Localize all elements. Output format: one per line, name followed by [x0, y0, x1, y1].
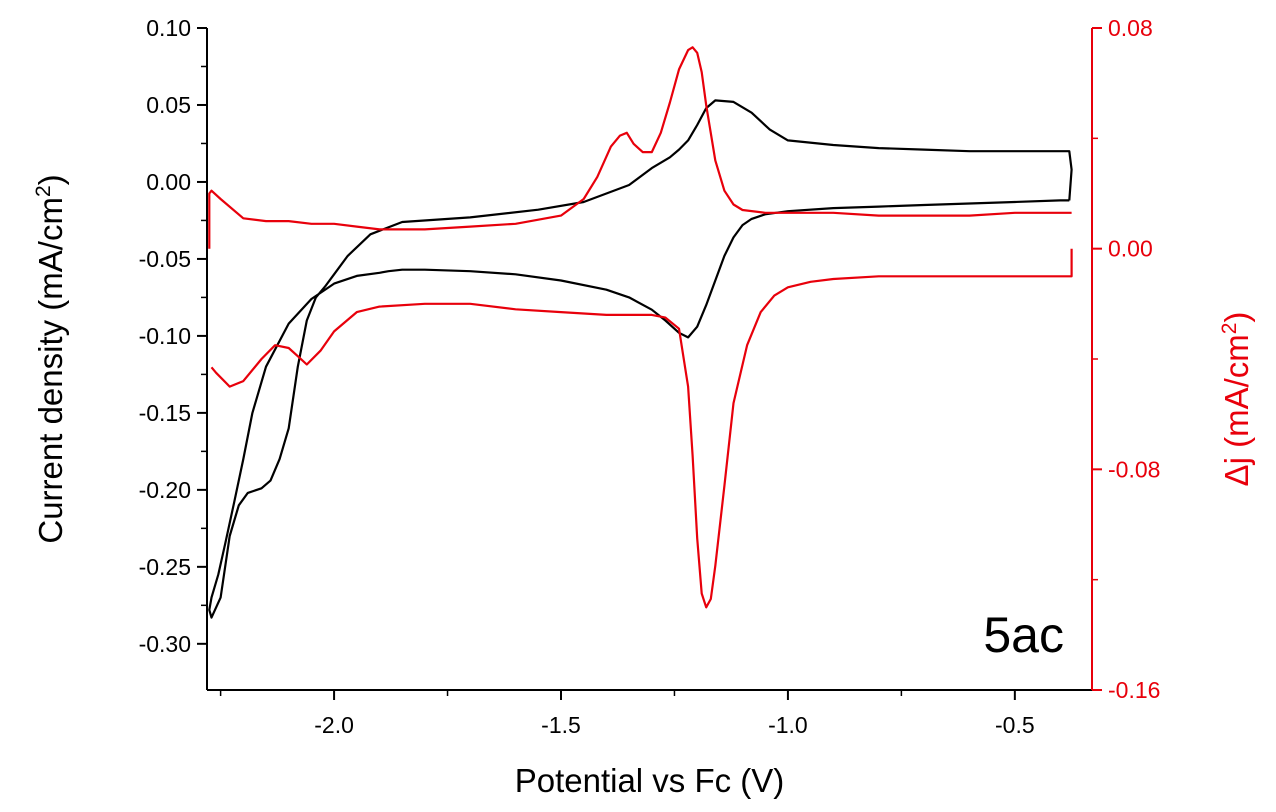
- x-tick-label: -1.5: [541, 712, 581, 738]
- y-axis-right-title: Δj (mA/cm2): [1218, 312, 1255, 487]
- axes: [197, 27, 1102, 700]
- plot-area: [208, 46, 1073, 619]
- x-tick-label: -2.0: [314, 712, 354, 738]
- sample-annotation: 5ac: [983, 607, 1064, 663]
- y-left-tick-label: -0.05: [139, 246, 191, 272]
- y-right-tick-label: -0.08: [1108, 456, 1160, 482]
- y-left-tick-label: -0.10: [139, 323, 191, 349]
- y-right-tick-label: 0.08: [1108, 15, 1153, 41]
- y-right-tick-label: -0.16: [1108, 677, 1160, 703]
- y-left-tick-label: -0.30: [139, 631, 191, 657]
- x-tick-label: -0.5: [995, 712, 1035, 738]
- y-left-tick-label: 0.10: [146, 15, 191, 41]
- y-left-tick-label: -0.15: [139, 400, 191, 426]
- x-tick-label: -1.0: [768, 712, 808, 738]
- y-right-tick-label: 0.00: [1108, 236, 1153, 262]
- x-axis-title: Potential vs Fc (V): [515, 762, 785, 799]
- y-left-tick-label: 0.05: [146, 92, 191, 118]
- y-left-tick-label: 0.00: [146, 169, 191, 195]
- delta-j-series-line-1: [208, 46, 1072, 249]
- y-left-tick-label: -0.20: [139, 477, 191, 503]
- y-left-tick-label: -0.25: [139, 554, 191, 580]
- current-density-series-line-0: [208, 99, 1073, 619]
- delta-j-series-line-2: [210, 248, 1073, 609]
- y-axis-left-title: Current density (mA/cm2): [32, 174, 69, 543]
- labels: -2.0 -1.5 -1.0 -0.5 0.10 0.05 0.00 -0.05 -0.10 -0…: [32, 15, 1255, 799]
